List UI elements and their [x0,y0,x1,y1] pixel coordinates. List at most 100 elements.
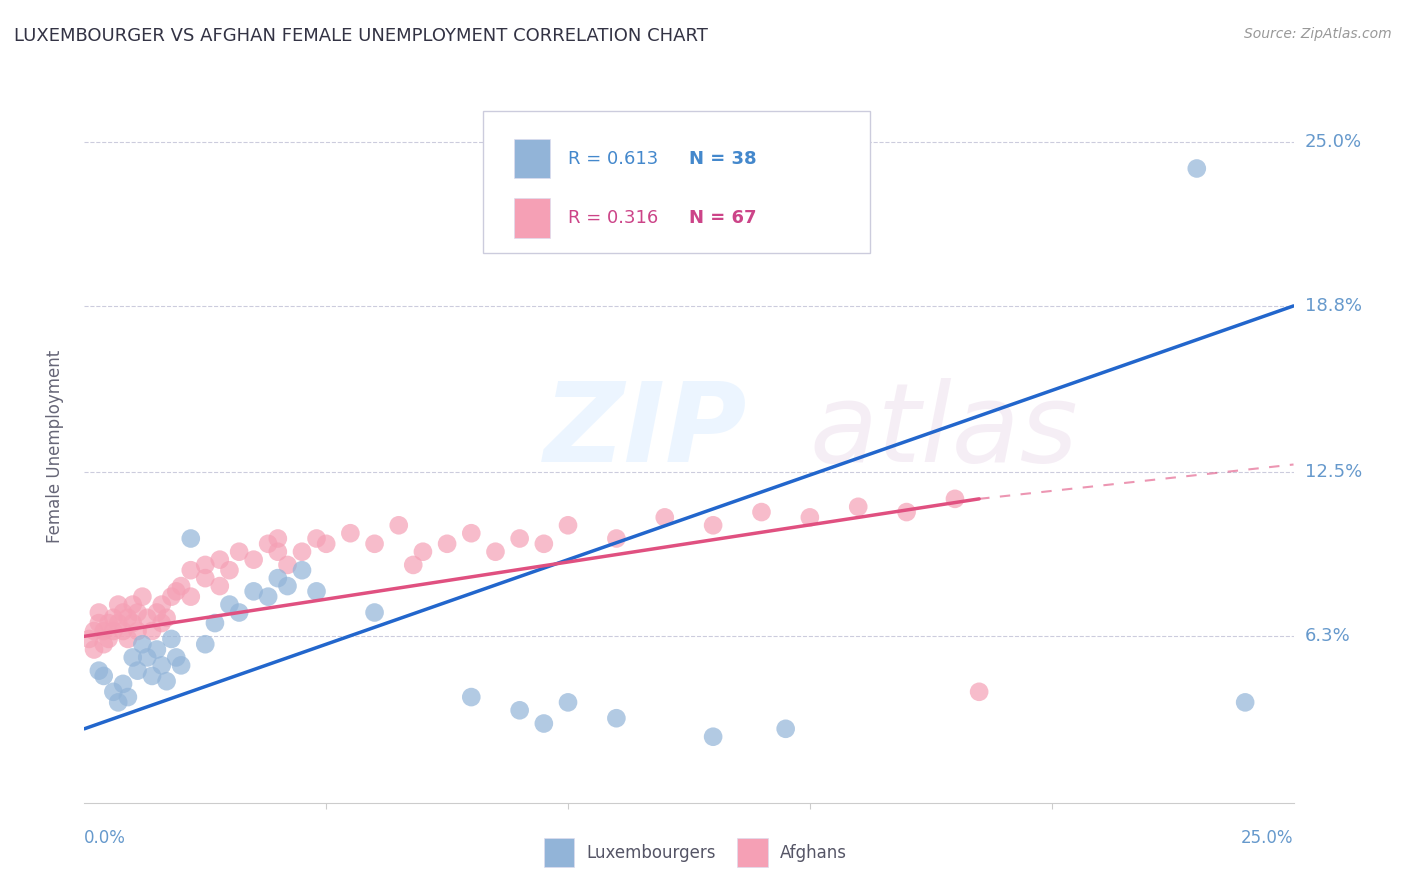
Point [702,518,724,533]
Text: 0.0%: 0.0% [84,830,127,847]
Point [533,716,555,731]
Point [315,537,337,551]
Point [165,650,187,665]
Point [160,590,183,604]
Text: Luxembourgers: Luxembourgers [586,844,716,862]
Point [276,579,298,593]
Point [93,624,115,638]
Text: N = 67: N = 67 [689,209,756,227]
Point [267,545,290,559]
Point [702,730,724,744]
Point [103,611,125,625]
Y-axis label: Female Unemployment: Female Unemployment [45,350,63,542]
Point [112,677,135,691]
Point [775,722,797,736]
Point [339,526,361,541]
Point [112,624,135,638]
Point [165,584,187,599]
Point [87,664,110,678]
Point [943,491,966,506]
Point [87,606,110,620]
Point [107,616,129,631]
Point [112,606,135,620]
Point [170,579,193,593]
Point [267,532,290,546]
Point [484,545,506,559]
Point [87,616,110,631]
Point [218,563,240,577]
Point [93,669,115,683]
Point [208,552,231,566]
Point [305,584,328,599]
Point [117,632,139,646]
Point [170,658,193,673]
Point [557,695,579,709]
Point [103,624,125,638]
Point [180,590,202,604]
FancyBboxPatch shape [513,139,550,178]
Point [77,632,100,646]
Text: 18.8%: 18.8% [1305,297,1361,315]
FancyBboxPatch shape [484,111,870,253]
Point [208,579,231,593]
Point [1185,161,1208,176]
Point [155,674,177,689]
Point [97,632,120,646]
Text: 12.5%: 12.5% [1305,464,1362,482]
Point [146,642,169,657]
Point [136,611,159,625]
Point [131,590,153,604]
Point [103,685,125,699]
Point [93,637,115,651]
Point [141,669,163,683]
Text: 25.0%: 25.0% [1305,133,1362,151]
Text: ZIP: ZIP [544,378,748,485]
Point [305,532,328,546]
Point [141,624,163,638]
Point [257,590,280,604]
Point [150,616,173,631]
Point [194,571,217,585]
Point [896,505,918,519]
Point [267,571,290,585]
Point [83,624,105,638]
Point [509,703,531,717]
Point [204,616,226,631]
Point [131,637,153,651]
Point [412,545,434,559]
Point [228,545,250,559]
Point [146,606,169,620]
Point [242,552,264,566]
Point [388,518,411,533]
Point [117,611,139,625]
Point [121,650,143,665]
FancyBboxPatch shape [737,838,768,867]
Point [150,658,173,673]
Point [83,642,105,657]
Point [509,532,531,546]
Point [363,537,385,551]
Point [180,532,202,546]
Point [363,606,385,620]
Point [460,526,482,541]
Point [291,563,314,577]
Point [257,537,280,551]
Text: 6.3%: 6.3% [1305,627,1350,645]
Point [242,584,264,599]
Point [276,558,298,572]
Point [121,598,143,612]
Text: N = 38: N = 38 [689,150,756,168]
Point [194,637,217,651]
Text: atlas: atlas [810,378,1078,485]
Point [150,598,173,612]
Point [127,624,149,638]
Point [799,510,821,524]
Point [107,695,129,709]
Point [107,598,129,612]
Point [117,690,139,704]
Point [402,558,425,572]
Point [460,690,482,704]
Text: R = 0.316: R = 0.316 [568,209,658,227]
Point [1234,695,1257,709]
Point [967,685,990,699]
